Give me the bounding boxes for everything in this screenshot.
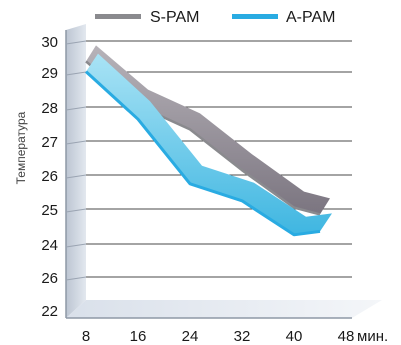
x-tick-label: 8 — [82, 328, 90, 345]
gridline-wall — [65, 106, 87, 111]
y-tick-label: 25 — [41, 202, 58, 219]
y-tick-label: 28 — [41, 100, 58, 117]
plot-left-wall — [66, 24, 86, 318]
gridline-wall — [65, 276, 87, 281]
gridline-wall — [65, 140, 87, 145]
y-tick-label: 22 — [41, 303, 58, 320]
legend: S-PAM A-PAM — [95, 9, 335, 26]
x-tick-label: 32 — [234, 328, 251, 345]
x-tick-label: 24 — [182, 328, 199, 345]
y-tick-label: 27 — [41, 134, 58, 151]
series-band-a-pam — [86, 53, 332, 235]
y-tick-label: 24 — [41, 237, 58, 254]
y-tick-labels: 22 26 24 25 26 27 28 29 30 — [41, 34, 58, 320]
y-tick-label: 30 — [41, 34, 58, 51]
legend-swatch-a-pam — [232, 14, 278, 19]
y-tick-label: 29 — [41, 65, 58, 82]
series-band-s-pam — [86, 45, 330, 215]
series-line-a-pam — [84, 70, 321, 237]
x-tick-labels: 8 16 24 32 40 48 — [82, 328, 355, 345]
gridline-wall — [65, 208, 87, 213]
legend-label-s-pam: S-PAM — [150, 9, 199, 26]
x-tick-label: 16 — [130, 328, 147, 345]
gridlines — [65, 40, 352, 281]
plot-floor — [66, 300, 382, 318]
x-tick-label: 40 — [286, 328, 303, 345]
legend-swatch-s-pam — [95, 14, 141, 19]
gridline-wall — [65, 174, 87, 179]
series-layer — [84, 45, 332, 237]
legend-label-a-pam: A-PAM — [286, 9, 335, 26]
x-axis-label: мин. — [357, 328, 388, 345]
gridline-wall — [65, 243, 87, 248]
gridline-wall — [65, 71, 87, 76]
y-tick-label: 26 — [41, 270, 58, 287]
gridline-wall — [65, 40, 87, 45]
y-tick-label: 26 — [41, 168, 58, 185]
x-tick-label: 48 — [338, 328, 355, 345]
y-axis-label: Температура — [14, 111, 28, 184]
